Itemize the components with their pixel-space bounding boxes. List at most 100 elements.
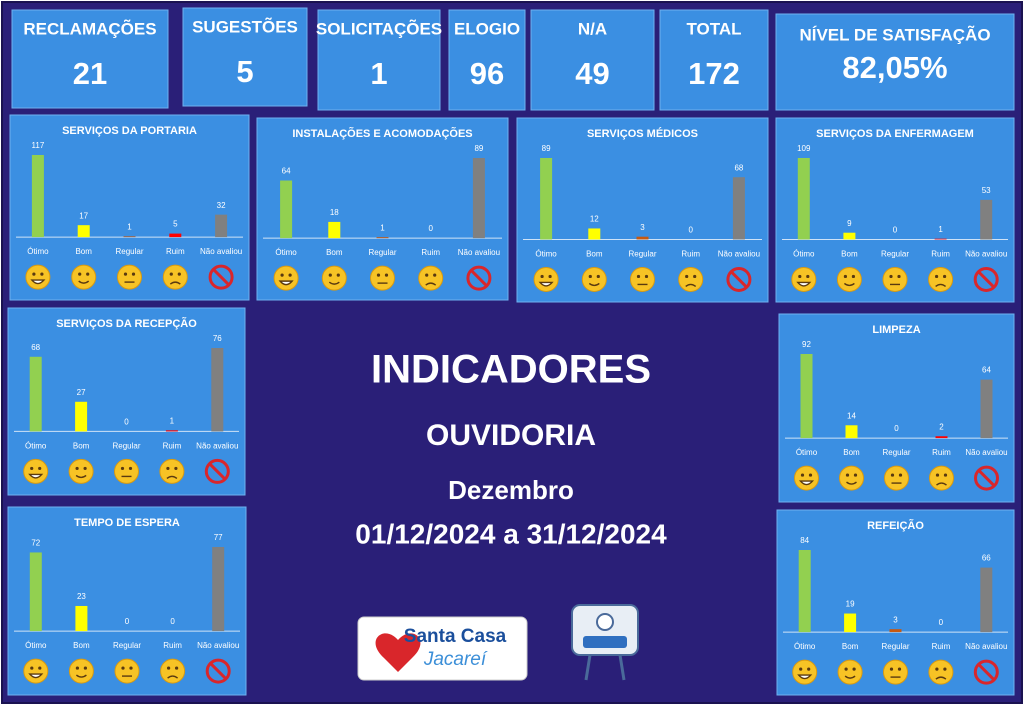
value-label: 0 xyxy=(893,226,898,235)
center-subtitle: OUVIDORIA xyxy=(426,419,596,452)
icon xyxy=(425,273,429,277)
icon xyxy=(204,458,230,484)
kpi-label: ELOGIO xyxy=(454,19,520,38)
icon xyxy=(75,466,79,471)
icon xyxy=(470,270,487,287)
icon xyxy=(117,264,142,290)
kpi-box xyxy=(659,9,769,111)
bar xyxy=(588,228,601,240)
kpi-value: 21 xyxy=(73,56,107,91)
icon xyxy=(174,466,178,471)
category-label: Bom xyxy=(73,442,90,451)
icon xyxy=(581,266,607,292)
value-label: 117 xyxy=(32,141,45,150)
icon xyxy=(328,273,332,277)
icon xyxy=(890,473,895,477)
icon xyxy=(799,667,803,671)
value-label: 64 xyxy=(282,167,291,176)
center-month: Dezembro xyxy=(448,475,574,505)
value-label: 84 xyxy=(800,536,809,545)
category-label: Não avaliou xyxy=(458,248,500,257)
icon xyxy=(83,466,87,471)
category-label: Ruim xyxy=(163,641,182,650)
icon xyxy=(800,473,805,477)
category-label: Regular xyxy=(368,248,396,257)
icon xyxy=(806,274,810,279)
icon xyxy=(844,675,856,679)
icon xyxy=(974,465,999,491)
icon xyxy=(883,659,908,685)
category-label: Ótimo xyxy=(27,247,49,256)
icon xyxy=(123,272,128,276)
icon xyxy=(384,273,389,277)
icon xyxy=(71,264,97,290)
icon xyxy=(882,266,908,292)
category-label: Ruim xyxy=(166,247,185,256)
icon xyxy=(40,272,44,276)
bar xyxy=(472,158,485,239)
icon xyxy=(208,264,234,290)
category-label: Ótimo xyxy=(794,642,816,651)
icon xyxy=(376,273,381,277)
icon xyxy=(166,475,178,479)
category-label: Ruim xyxy=(681,250,700,259)
icon xyxy=(935,283,947,288)
icon xyxy=(685,274,689,279)
category-label: Regular xyxy=(628,250,656,259)
bar xyxy=(845,425,858,439)
value-label: 89 xyxy=(474,144,483,153)
value-label: 9 xyxy=(847,219,852,228)
kpi-box xyxy=(317,9,441,111)
icon xyxy=(129,666,133,670)
value-label: 27 xyxy=(77,388,86,397)
icon xyxy=(897,274,901,279)
value-label: 14 xyxy=(847,411,856,420)
icon xyxy=(131,272,136,276)
bar xyxy=(800,354,813,439)
value-label: 18 xyxy=(330,208,339,217)
icon xyxy=(32,272,36,276)
icon xyxy=(889,274,893,279)
icon xyxy=(978,271,995,288)
icon xyxy=(730,271,747,288)
value-label: 3 xyxy=(893,615,898,624)
icon xyxy=(796,281,812,287)
value-label: 76 xyxy=(213,334,222,343)
icon xyxy=(588,282,600,287)
icon xyxy=(935,676,947,680)
logo: Santa Casa Jacareí xyxy=(357,616,528,681)
kpi-label: SOLICITAÇÕES xyxy=(316,18,442,38)
icon xyxy=(370,265,395,291)
icon xyxy=(75,666,79,670)
icon xyxy=(162,264,188,290)
icon xyxy=(288,273,292,277)
bar xyxy=(732,177,745,240)
icon xyxy=(844,667,848,671)
kpi-label: N/A xyxy=(578,19,607,38)
category-label: Ótimo xyxy=(793,250,815,259)
bar xyxy=(29,552,42,632)
icon xyxy=(28,673,44,679)
chart-title: SERVIÇOS DA ENFERMAGEM xyxy=(816,128,974,140)
icon xyxy=(210,663,227,680)
category-label: Não avaliou xyxy=(197,641,239,650)
value-label: 0 xyxy=(125,617,130,626)
chart-title: SERVIÇOS DA RECEPÇÃO xyxy=(56,317,197,330)
icon xyxy=(23,458,49,484)
icon xyxy=(943,667,947,671)
value-label: 77 xyxy=(214,533,223,542)
icon xyxy=(121,666,125,670)
chart-title: TEMPO DE ESPERA xyxy=(74,517,180,529)
icon xyxy=(845,473,850,477)
icon xyxy=(726,266,752,292)
value-label: 17 xyxy=(79,211,88,220)
value-label: 109 xyxy=(797,144,811,153)
icon xyxy=(973,266,999,292)
bar xyxy=(280,180,293,239)
kpi-label: NÍVEL DE SATISFAÇÃO xyxy=(799,24,990,44)
category-label: Ótimo xyxy=(535,250,557,259)
icon xyxy=(889,667,894,671)
icon xyxy=(978,664,995,681)
icon xyxy=(78,272,82,276)
category-label: Bom xyxy=(75,247,92,256)
